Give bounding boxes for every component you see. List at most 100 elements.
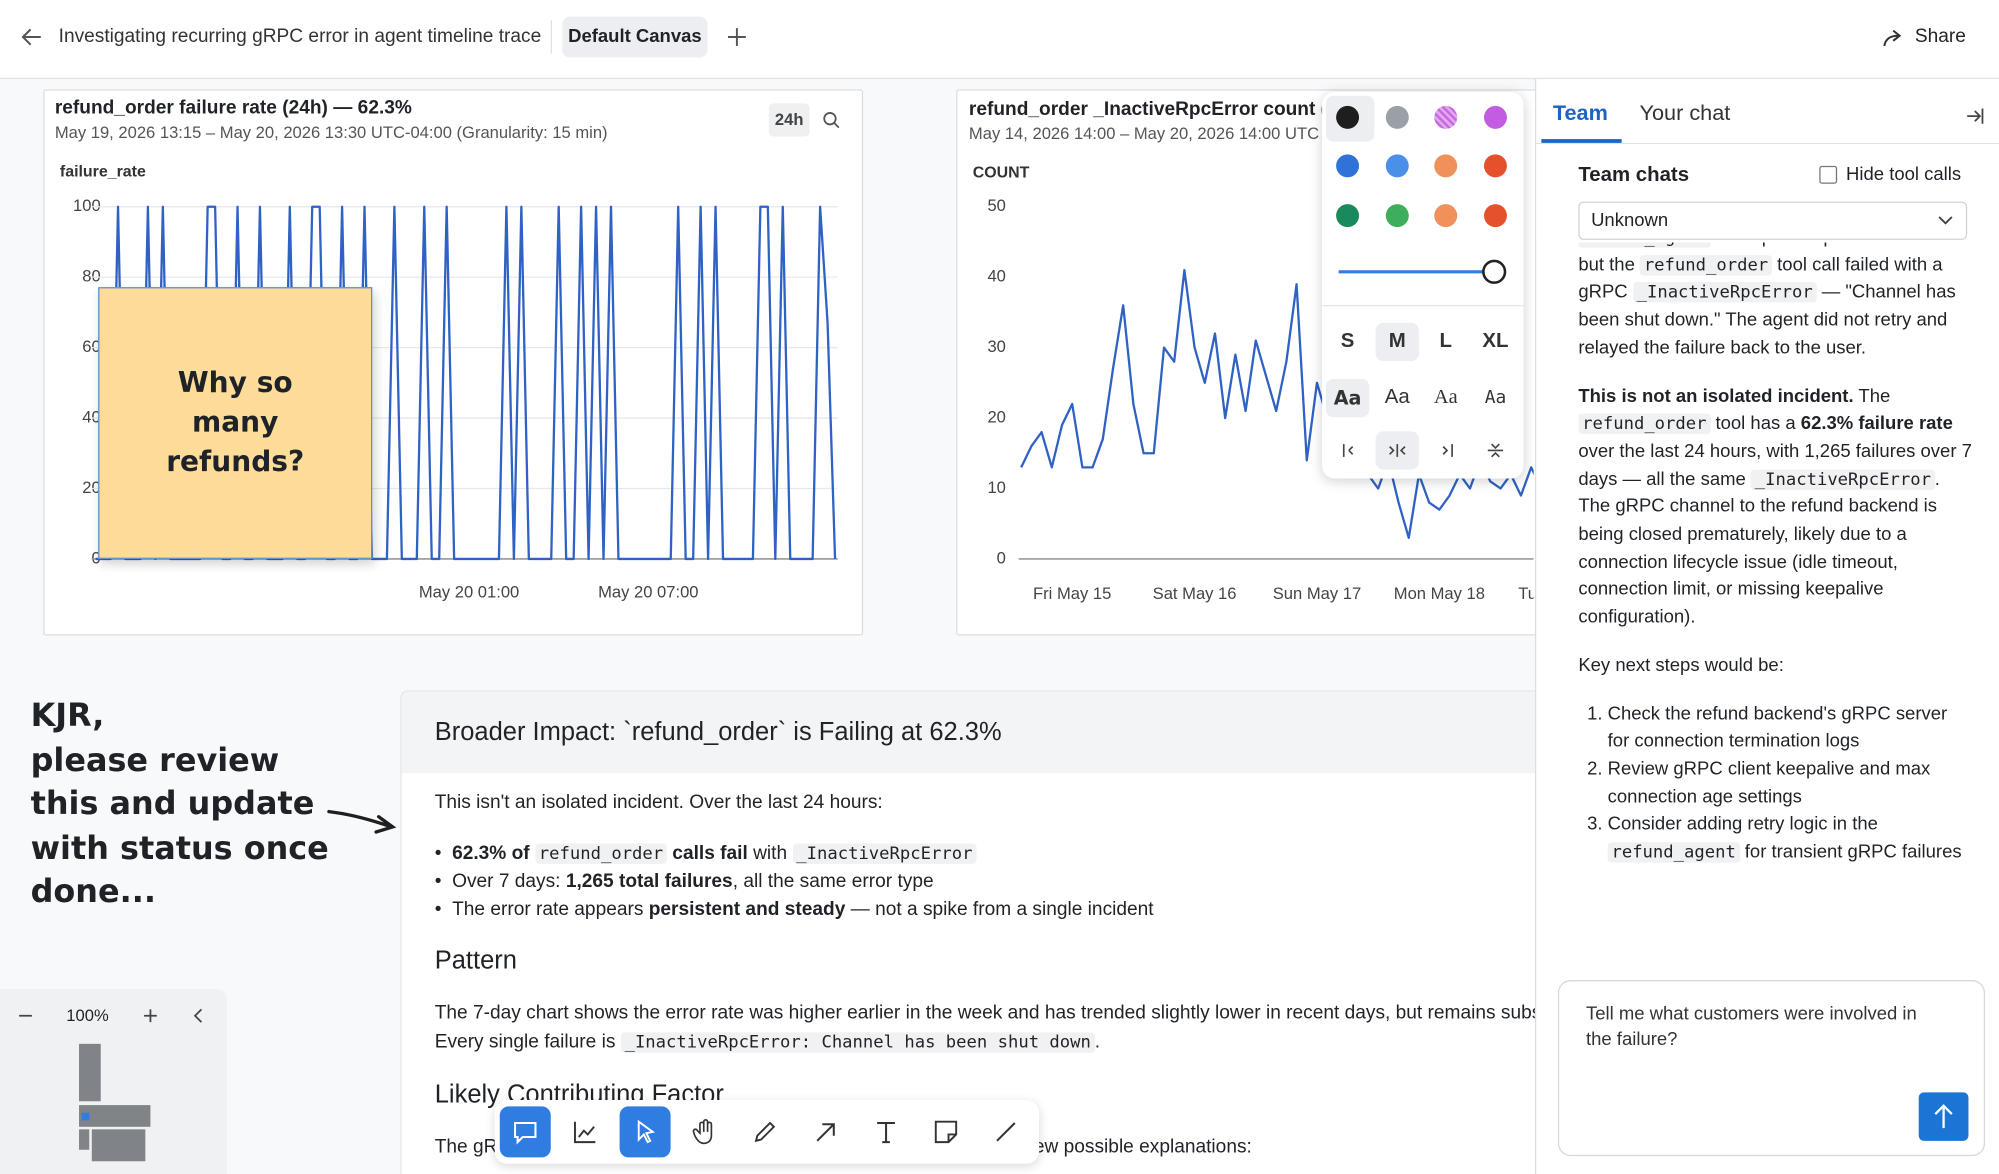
- step: Consider adding retry logic in the refun…: [1607, 812, 1974, 867]
- checkbox-label: Hide tool calls: [1846, 164, 1962, 186]
- x-tick-label: Tue May 19: [1518, 584, 1535, 603]
- code: _InactiveRpcError: [1632, 282, 1817, 303]
- font-option[interactable]: Aa: [1484, 387, 1507, 409]
- code: refund_agent: [1578, 242, 1711, 248]
- minimap-viewport: [81, 1112, 90, 1121]
- annotation-arrow: [327, 809, 397, 834]
- text: — not a spike from a single incident: [850, 898, 1154, 921]
- section-heading: Pattern: [434, 946, 517, 975]
- collapse[interactable]: [193, 1008, 206, 1023]
- sticky-note[interactable]: Why so many refunds?: [98, 287, 373, 559]
- color-swatch[interactable]: [1434, 154, 1458, 178]
- checkbox[interactable]: [1819, 165, 1838, 184]
- color-swatch[interactable]: [1336, 105, 1360, 129]
- text-tool[interactable]: [861, 1106, 912, 1157]
- side-panel: Team Your chat refund_agent attempted to…: [1534, 79, 1999, 1174]
- text: attempted to process a refund but the: [1578, 242, 1961, 276]
- share-button[interactable]: Share: [1914, 25, 1966, 48]
- bullet: • Over 7 days: 1,265 total failures, all…: [434, 870, 934, 892]
- add-tab[interactable]: [727, 27, 747, 47]
- arrow-tool[interactable]: [801, 1106, 852, 1157]
- note-tool[interactable]: [920, 1106, 971, 1157]
- separator: [1536, 142, 1999, 145]
- share-icon: [1883, 29, 1902, 47]
- size-option[interactable]: S: [1340, 330, 1355, 353]
- text: Over 7 days:: [452, 870, 561, 892]
- text: Review gRPC client keepalive and max con…: [1607, 759, 1931, 808]
- color-swatch[interactable]: [1385, 105, 1409, 129]
- bullet: • The error rate appears persistent and …: [434, 898, 1154, 921]
- color-swatch[interactable]: [1483, 204, 1507, 228]
- y-axis-label: COUNT: [973, 165, 1030, 182]
- font-option[interactable]: Aa: [1325, 379, 1370, 418]
- select[interactable]: Unknown: [1578, 201, 1968, 240]
- bold-text: 62.3% of: [452, 842, 530, 864]
- annotation-line: this and update: [30, 785, 315, 823]
- code: refund_agent: [1607, 842, 1740, 863]
- size-option[interactable]: L: [1439, 330, 1452, 353]
- back-button[interactable]: [20, 27, 43, 47]
- select-tool[interactable]: [619, 1106, 671, 1158]
- separator: [1322, 304, 1524, 307]
- input-text: Tell me what customers were involved in …: [1585, 1004, 1917, 1051]
- annotation-line: done...: [30, 873, 156, 911]
- message-paragraph: Key next steps would be:: [1578, 655, 1784, 677]
- step: Review gRPC client keepalive and max con…: [1608, 757, 1974, 812]
- align-options[interactable]: [1322, 431, 1523, 469]
- range-badge[interactable]: 24h: [768, 103, 810, 137]
- text: The error rate appears: [452, 898, 644, 921]
- chat-input[interactable]: Tell me what customers were involved in …: [1557, 980, 1986, 1157]
- size-option[interactable]: M: [1375, 322, 1419, 362]
- zoom-in[interactable]: [143, 1008, 158, 1023]
- color-swatch[interactable]: [1385, 204, 1409, 228]
- color-swatch[interactable]: [1483, 105, 1507, 129]
- color-swatch[interactable]: [1483, 154, 1507, 178]
- chart-subtitle: May 14, 2026 14:00 – May 20, 2026 14:00 …: [968, 123, 1320, 143]
- y-tick-label: 30: [987, 337, 1005, 356]
- y-tick-label: 40: [987, 267, 1005, 286]
- text: for transient gRPC failures: [1744, 842, 1962, 863]
- color-swatch[interactable]: [1434, 204, 1458, 228]
- message: refund_agent attempted to process a refu…: [1578, 242, 1973, 957]
- text: tool has a: [1715, 413, 1796, 435]
- tab-underline: [1541, 139, 1622, 143]
- pan-tool[interactable]: [680, 1106, 731, 1157]
- send-button[interactable]: [1918, 1092, 1969, 1141]
- chart-title: refund_order failure rate (24h) — 62.3%: [54, 96, 412, 119]
- canvas-tab[interactable]: Default Canvas: [562, 16, 708, 58]
- inspect-icon[interactable]: [821, 110, 841, 130]
- font-option[interactable]: Aa: [1433, 386, 1458, 409]
- line-tool[interactable]: [980, 1106, 1031, 1157]
- panel-controls: Team chats Hide tool calls Unknown: [1536, 144, 1999, 243]
- chart-tool[interactable]: [560, 1106, 611, 1157]
- pen-tool[interactable]: [739, 1106, 790, 1157]
- text: tool call failed with a gRPC: [1578, 254, 1943, 303]
- document-header: [401, 691, 1550, 774]
- text: .: [1094, 1031, 1101, 1053]
- color-swatch[interactable]: [1336, 154, 1360, 178]
- color-swatch[interactable]: [1434, 105, 1458, 129]
- text: over the last 24 hours, with 1,265 failu…: [1578, 441, 1972, 490]
- message-paragraph: This is not an isolated incident. The re…: [1578, 383, 1973, 632]
- bold-text: calls fail: [672, 842, 748, 864]
- opacity-slider[interactable]: [1335, 258, 1513, 289]
- code: _InactiveRpcError: [792, 843, 977, 864]
- code: _InactiveRpcError: [1750, 469, 1935, 490]
- zoom-out[interactable]: [18, 1008, 33, 1023]
- tab[interactable]: Your chat: [1639, 100, 1731, 126]
- y-tick-label: 100: [73, 196, 101, 215]
- size-option[interactable]: XL: [1482, 330, 1509, 353]
- annotation-line: with status once: [30, 829, 329, 867]
- paragraph: The 7-day chart shows the error rate was…: [434, 1001, 1551, 1024]
- x-tick-label: Sun May 17: [1273, 584, 1361, 603]
- document-heading: Broader Impact: `refund_order` is Failin…: [434, 718, 1002, 747]
- font-option[interactable]: Aa: [1384, 386, 1410, 409]
- comment-tool[interactable]: [499, 1106, 551, 1158]
- minimap-block: [79, 1129, 90, 1150]
- color-swatch[interactable]: [1336, 204, 1360, 228]
- color-swatch[interactable]: [1385, 154, 1409, 178]
- tab[interactable]: Team: [1552, 100, 1608, 126]
- close-panel[interactable]: [1965, 106, 1985, 126]
- y-tick-label: 20: [82, 478, 100, 497]
